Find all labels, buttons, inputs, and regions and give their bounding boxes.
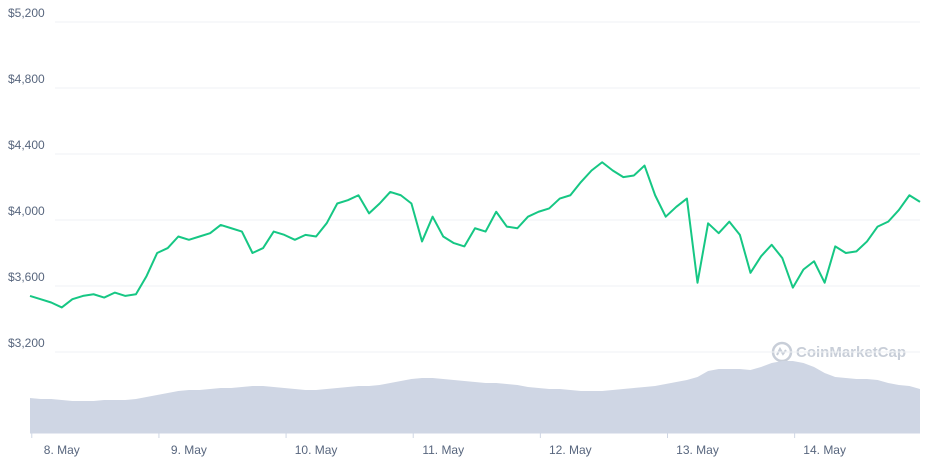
- y-tick-label: $4,400: [8, 138, 45, 152]
- price-line: [29, 161, 921, 309]
- x-tick-label: 12. May: [549, 443, 592, 457]
- x-tick-label: 13. May: [676, 443, 719, 457]
- y-tick-label: $4,000: [8, 204, 45, 218]
- x-tick-label: 11. May: [422, 443, 464, 457]
- x-tick-label: 10. May: [295, 443, 338, 457]
- y-tick-label: $3,600: [8, 270, 45, 284]
- volume-area: [30, 361, 920, 433]
- y-tick-label: $3,200: [8, 336, 45, 350]
- x-tick-label: 9. May: [171, 443, 207, 457]
- y-tick-label: $5,200: [8, 6, 45, 20]
- y-tick-label: $4,800: [8, 72, 45, 86]
- x-tick-label: 8. May: [44, 443, 80, 457]
- x-tick-label: 14. May: [803, 443, 846, 457]
